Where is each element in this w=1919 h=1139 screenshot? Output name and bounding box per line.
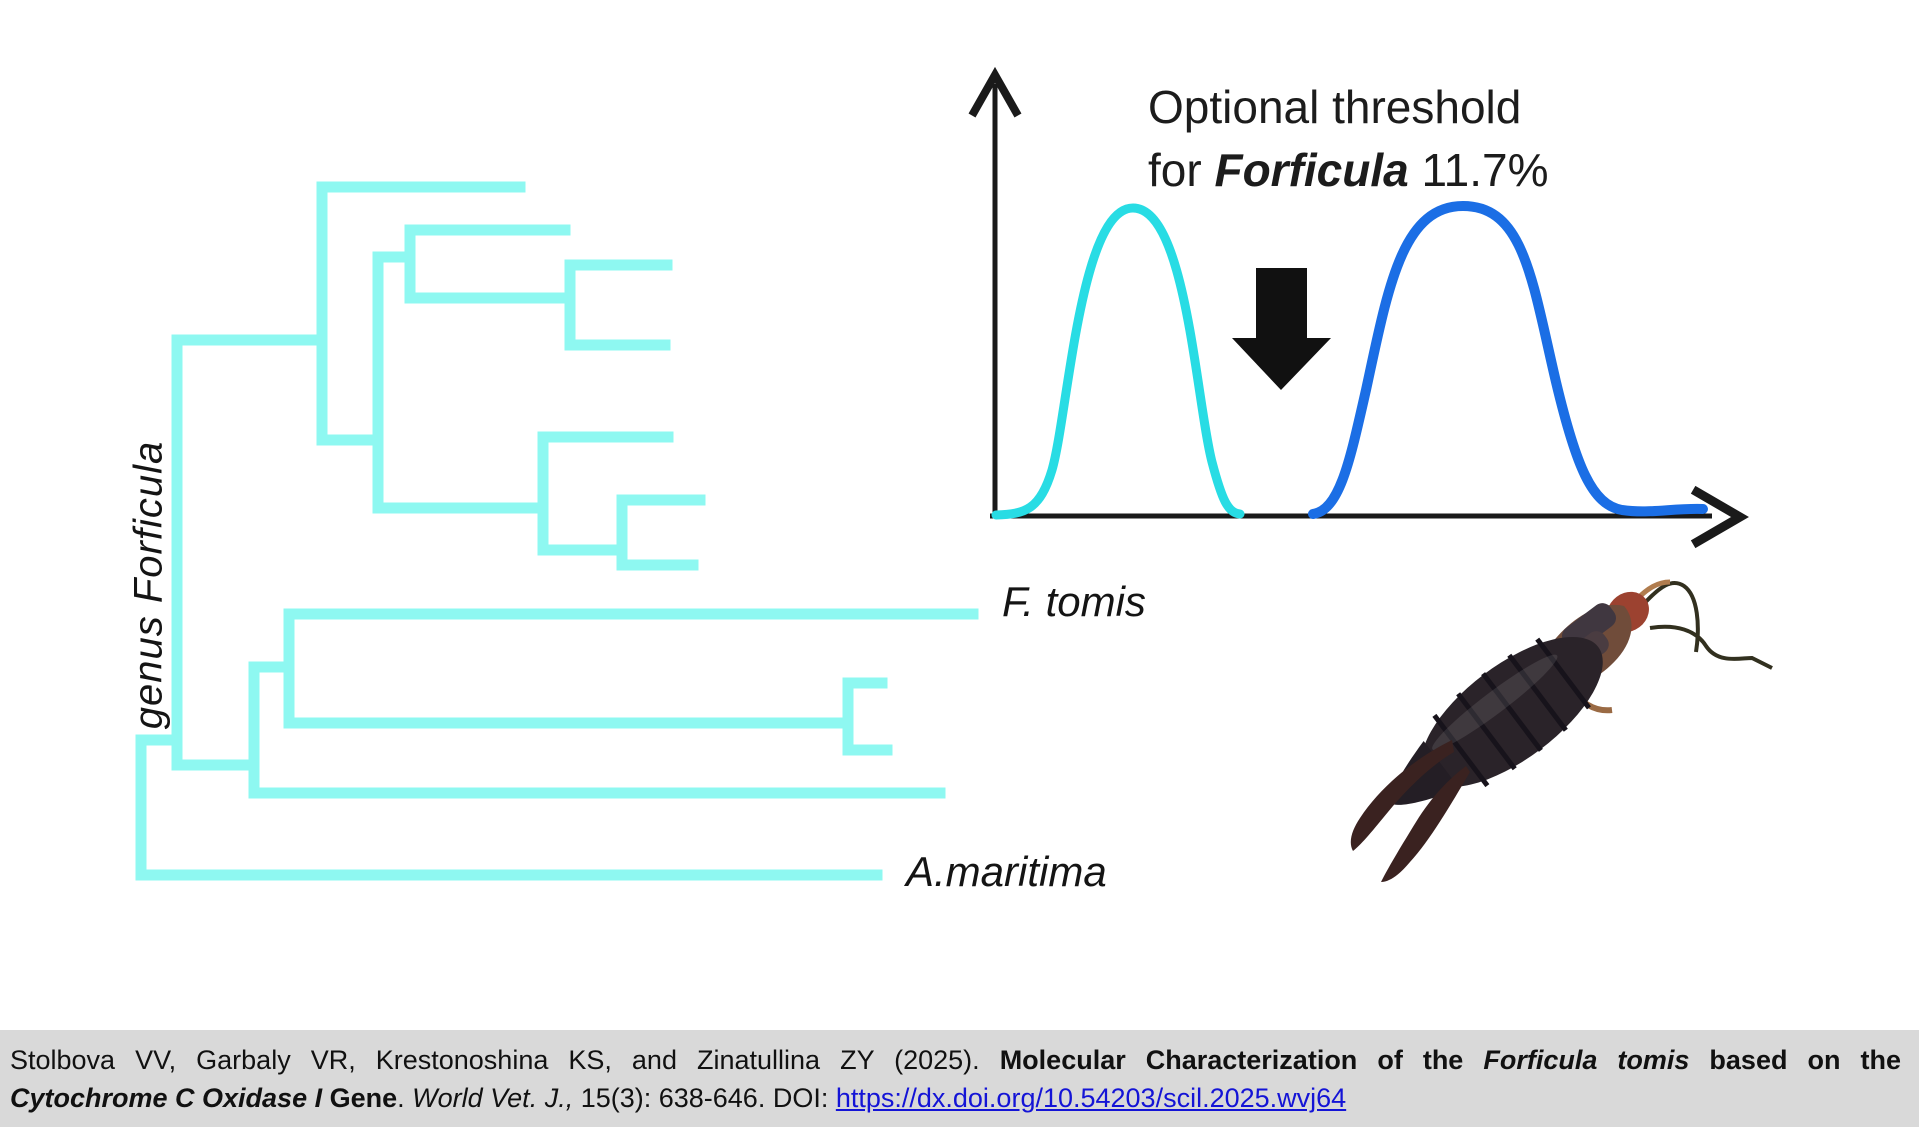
down-block-arrow-icon xyxy=(1232,268,1331,390)
doi-link[interactable]: https://dx.doi.org/10.54203/scil.2025.wv… xyxy=(835,1083,1347,1113)
citation-line1: Stolbova VV, Garbaly VR, Krestonoshina K… xyxy=(10,1041,1901,1079)
left-distribution-curve xyxy=(991,203,1245,520)
citation-authors: Stolbova VV, Garbaly VR, Krestonoshina K… xyxy=(10,1045,1000,1075)
earwig-sheen xyxy=(1432,654,1558,751)
tree-branches xyxy=(135,181,979,881)
citation-issue-pages: 15(3): 638-646. DOI: xyxy=(573,1083,836,1113)
earwig-segment-line xyxy=(1432,713,1490,788)
plot-title: Optional threshold for Forficula 11.7% xyxy=(1148,76,1549,202)
right-distribution-curve xyxy=(1308,200,1708,519)
citation-separator: . xyxy=(397,1083,413,1113)
earwig-segment-line xyxy=(1481,672,1543,752)
plot-title-line1: Optional threshold xyxy=(1148,81,1522,133)
citation-gene-word: Gene xyxy=(329,1083,398,1113)
plot-title-species: Forficula xyxy=(1214,144,1409,196)
earwig-segment-line xyxy=(1535,637,1591,710)
citation-title-part: Molecular Characterization of the xyxy=(999,1045,1484,1075)
threshold-plot xyxy=(968,66,1749,549)
citation-bar: Stolbova VV, Garbaly VR, Krestonoshina K… xyxy=(0,1030,1919,1127)
citation-gene-name: Cytochrome C Oxidase I xyxy=(10,1083,330,1113)
citation-title-part: based on the xyxy=(1689,1045,1901,1075)
leaf-label-ftomis: F. tomis xyxy=(1002,578,1146,625)
phylogenetic-tree xyxy=(135,181,979,881)
leaf-label-amaritima: A.maritima xyxy=(906,848,1107,895)
earwig-antenna-icon xyxy=(1649,624,1773,670)
earwig-pincer-icon xyxy=(1381,766,1470,882)
y-axis-arrowhead-icon xyxy=(968,66,1022,118)
earwig-pincer-icon xyxy=(1350,740,1454,851)
earwig-antenna-icon xyxy=(1640,580,1700,653)
plot-title-value: 11.7% xyxy=(1408,144,1549,196)
citation-journal: World Vet. J., xyxy=(412,1083,574,1113)
x-axis-arrowhead-icon xyxy=(1690,485,1749,549)
citation-species: Forficula tomis xyxy=(1483,1045,1690,1075)
earwig-segment-line xyxy=(1456,692,1517,771)
earwig-segment-line xyxy=(1507,653,1568,732)
earwig-photo xyxy=(1350,579,1773,882)
genus-label: genus Forficula xyxy=(126,440,171,730)
plot-title-line2-prefix: for xyxy=(1148,144,1215,196)
citation-line2: Cytochrome C Oxidase I Gene. World Vet. … xyxy=(10,1079,1901,1117)
plot-title-line2: for Forficula 11.7% xyxy=(1148,139,1549,202)
